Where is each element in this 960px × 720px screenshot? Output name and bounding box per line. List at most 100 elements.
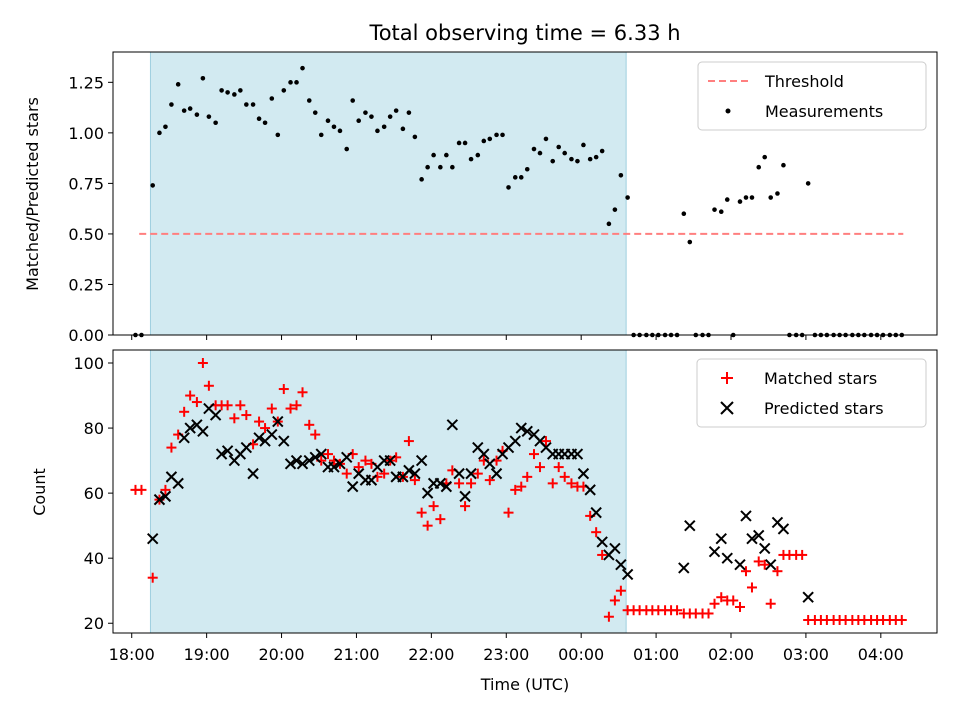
x-stroke-b <box>764 558 777 571</box>
predicted-stars-point <box>521 425 533 438</box>
predicted-stars-legend-label: Predicted stars <box>764 399 884 418</box>
measurement-point <box>531 146 537 152</box>
x-stroke-b <box>484 458 496 470</box>
x-axis-label: Time (UTC) <box>480 675 569 694</box>
measurement-point <box>169 102 174 107</box>
x-stroke-b <box>459 490 471 503</box>
x-stroke-b <box>740 510 752 522</box>
x-stroke-b <box>596 536 608 548</box>
measurements-legend-label: Measurements <box>765 102 883 121</box>
matched-stars-point <box>379 468 390 479</box>
matched-stars-point <box>428 501 439 512</box>
predicted-stars-point <box>490 467 503 480</box>
measurement-point <box>356 118 362 124</box>
y-tick-label: 0.50 <box>68 225 104 244</box>
matched-stars-point <box>422 520 433 531</box>
measurement-point <box>768 195 774 200</box>
predicted-stars-point <box>197 425 209 438</box>
predicted-stars-point <box>403 464 415 477</box>
matched-stars-point <box>534 462 545 473</box>
matched-stars-point <box>254 416 265 427</box>
matched-stars-point <box>229 413 240 424</box>
matched-stars-point <box>740 566 751 577</box>
measurement-point <box>387 114 393 119</box>
y-tick-label: 80 <box>84 419 104 438</box>
measurement-point <box>468 156 474 162</box>
predicted-stars-point <box>759 542 771 555</box>
measurement-point <box>569 156 574 162</box>
x-stroke-b <box>478 448 490 460</box>
predicted-stars-point <box>272 415 284 428</box>
matched-stars-point <box>728 595 739 606</box>
y-tick-label: 0.25 <box>68 275 104 294</box>
top-panel: Total observing time = 6.33 h 0.000.250.… <box>23 21 938 345</box>
predicted-stars-point <box>509 435 521 447</box>
measurement-point <box>450 164 455 170</box>
measurement-point <box>506 185 511 190</box>
predicted-stars-point <box>734 558 746 571</box>
predicted-stars-point <box>584 484 596 496</box>
x-stroke-b <box>509 435 521 447</box>
y-tick-label: 100 <box>73 354 104 373</box>
bottom-y-axis-label: Count <box>30 468 49 516</box>
measurement-point <box>213 120 218 126</box>
matched-stars-point <box>136 484 147 495</box>
predicted-stars-point <box>440 480 453 493</box>
measurement-point <box>281 88 287 93</box>
predicted-stars-point <box>266 428 278 441</box>
matched-stars-point <box>222 400 233 411</box>
matched-stars-point <box>409 475 420 486</box>
x-tick-label: 04:00 <box>858 645 904 664</box>
measurement-point <box>312 110 318 115</box>
bottom-x-axis: 18:00 19:00 20:00 21:00 22:00 23:00 00:00 01:00… <box>109 633 904 664</box>
predicted-stars-point <box>153 493 166 506</box>
predicted-stars-point <box>240 441 253 454</box>
y-tick-label: 0.00 <box>68 326 104 345</box>
x-stroke-b <box>296 458 309 470</box>
matched-stars-point <box>297 387 308 398</box>
x-stroke-b <box>290 454 303 467</box>
measurement-point <box>625 195 630 200</box>
x-stroke-b <box>178 432 190 444</box>
predicted-stars-point <box>446 419 459 431</box>
x-tick-label: 21:00 <box>333 645 379 664</box>
measurement-point <box>187 106 193 111</box>
matched-stars-point <box>516 481 527 492</box>
measurement-point <box>300 65 305 71</box>
predicted-stars-point <box>215 448 228 460</box>
measurement-point <box>587 156 593 162</box>
matched-stars-point <box>547 478 558 489</box>
matched-stars-point <box>241 410 252 421</box>
measurement-point <box>206 114 212 119</box>
measurement-point <box>275 132 281 138</box>
predicted-stars-point <box>296 458 309 470</box>
x-stroke-b <box>203 402 215 415</box>
predicted-stars-point <box>415 454 428 467</box>
matched-stars-point <box>285 403 296 414</box>
measurement-point <box>250 102 256 107</box>
matched-stars-point <box>353 462 364 473</box>
x-stroke-b <box>365 474 378 486</box>
x-stroke-b <box>421 487 434 499</box>
matched-stars-point <box>566 478 577 489</box>
measurement-point <box>262 120 268 126</box>
x-stroke-b <box>540 441 552 454</box>
predicted-stars-point <box>421 487 434 499</box>
measurement-point <box>737 199 743 204</box>
x-stroke-b <box>534 435 546 447</box>
predicted-stars-point <box>303 454 315 467</box>
measurement-point <box>575 158 580 164</box>
predicted-stars-point <box>753 529 765 542</box>
x-stroke-b <box>341 451 353 464</box>
matched-stars-point <box>322 449 333 460</box>
measurement-point <box>805 181 811 186</box>
matched-stars-point <box>709 598 720 609</box>
matched-stars-point <box>203 380 214 391</box>
measurement-point <box>743 195 749 200</box>
predicted-stars-legend-swatch <box>720 401 734 415</box>
bottom-panel: 20 40 60 80 100 18:00 19:00 20:00 21:00 22:00 23:… <box>30 349 938 694</box>
x-stroke-b <box>472 441 484 454</box>
x-stroke-b <box>777 523 790 535</box>
matched-stars-point <box>759 559 770 570</box>
predicted-stars-point <box>615 558 627 571</box>
